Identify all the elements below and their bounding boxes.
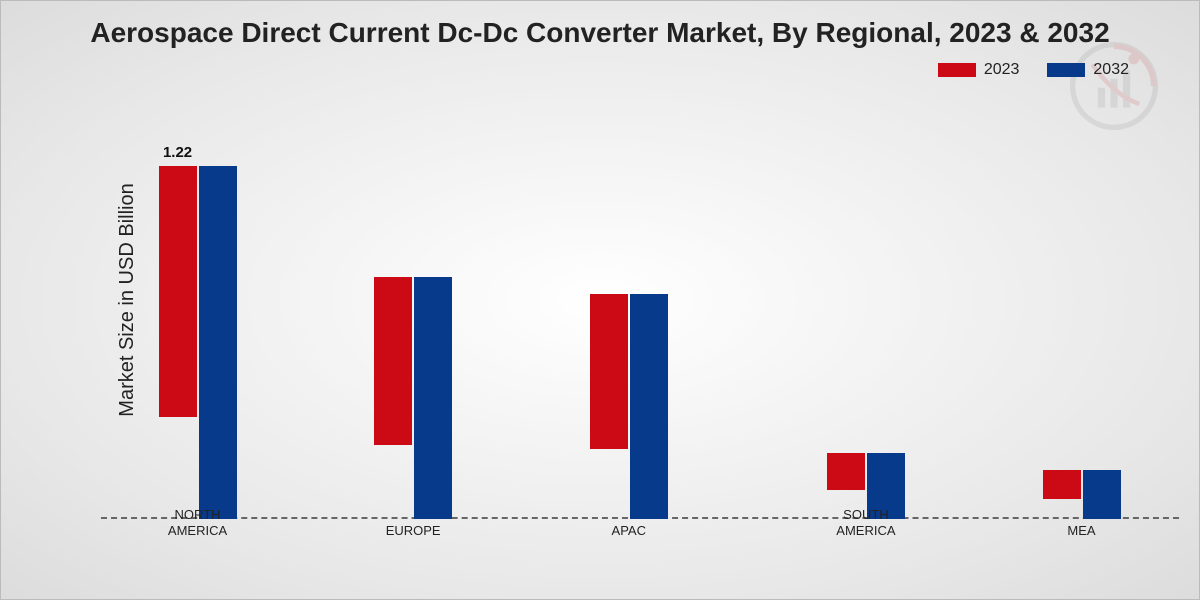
plot-area: 1.22NORTH AMERICA EUROPE APAC SOUTH AMERICA… <box>101 111 1179 519</box>
bar-group: SOUTH AMERICA <box>791 453 941 519</box>
x-axis-category-label: EUROPE <box>343 523 483 539</box>
bar <box>1083 470 1121 519</box>
bar <box>590 294 628 450</box>
bar <box>414 277 452 519</box>
x-axis-category-label: NORTH AMERICA <box>128 507 268 540</box>
x-axis-category-label: SOUTH AMERICA <box>796 507 936 540</box>
legend-swatch-2032 <box>1047 63 1085 77</box>
bar-group: MEA <box>1007 470 1157 519</box>
legend: 2023 2032 <box>938 61 1129 79</box>
bar <box>374 277 412 445</box>
bar <box>827 453 865 490</box>
bar <box>199 166 237 519</box>
legend-label-2023: 2023 <box>984 61 1020 79</box>
bar-group: EUROPE <box>338 277 488 519</box>
bar-group: 1.22NORTH AMERICA <box>123 166 273 519</box>
chart-title: Aerospace Direct Current Dc-Dc Converter… <box>1 17 1199 49</box>
x-axis-category-label: APAC <box>559 523 699 539</box>
legend-swatch-2023 <box>938 63 976 77</box>
bar-group: APAC <box>554 294 704 520</box>
bar: 1.22 <box>159 166 197 416</box>
bar <box>630 294 668 520</box>
legend-label-2032: 2032 <box>1093 61 1129 79</box>
legend-item-2023: 2023 <box>938 61 1020 79</box>
bar-value-label: 1.22 <box>163 144 192 161</box>
x-axis-category-label: MEA <box>1012 523 1152 539</box>
bar <box>1043 470 1081 499</box>
legend-item-2032: 2032 <box>1047 61 1129 79</box>
